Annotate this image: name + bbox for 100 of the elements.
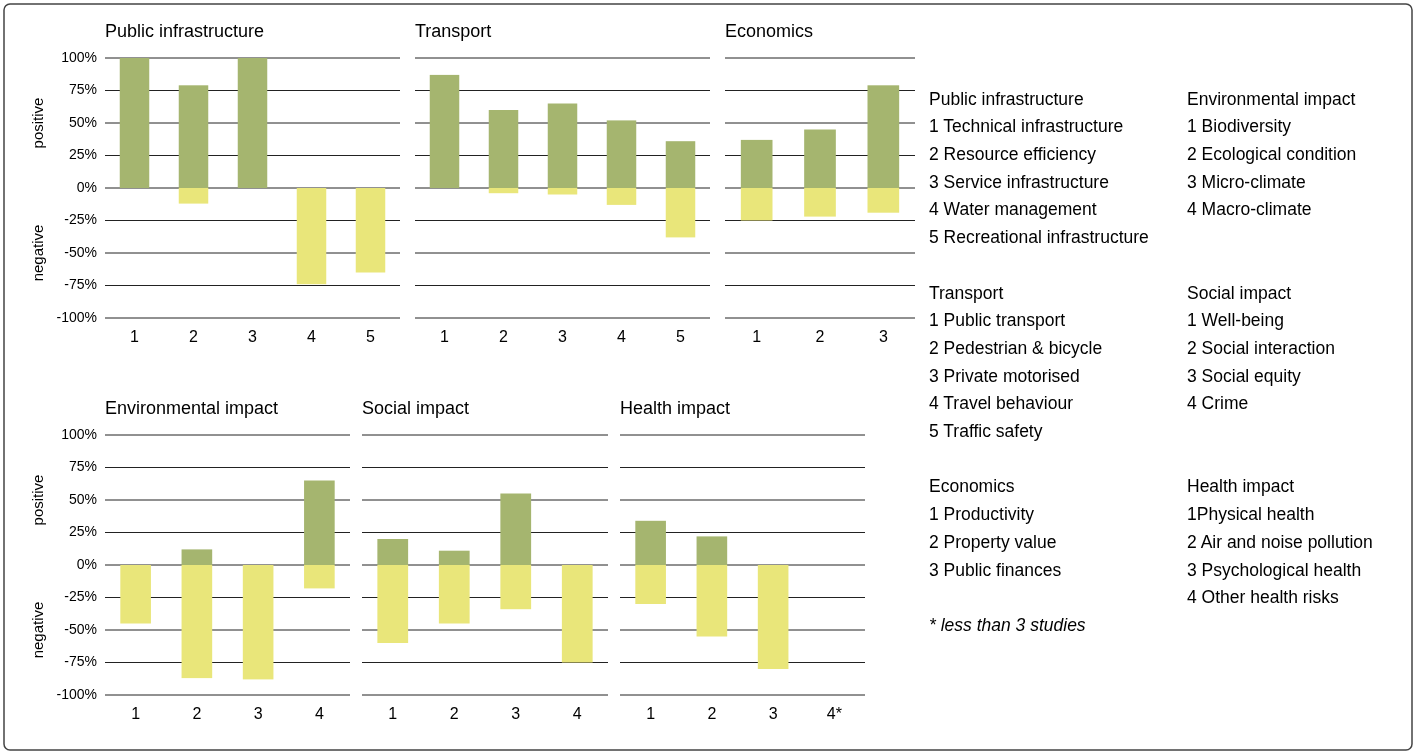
bar bbox=[237, 58, 268, 188]
x-tick-label: 4 bbox=[572, 705, 582, 722]
x-tick-label: 3 bbox=[511, 705, 521, 722]
x-tick-label: 1 bbox=[130, 328, 140, 345]
x-tick-label: 5 bbox=[366, 328, 376, 345]
bar bbox=[867, 188, 900, 213]
bar bbox=[500, 493, 532, 565]
y-tick-label: -75% bbox=[64, 276, 97, 293]
y-tick-label: 100% bbox=[61, 48, 97, 65]
text: 1 Public transport bbox=[929, 310, 1066, 331]
bar bbox=[665, 141, 696, 188]
bar bbox=[296, 188, 327, 285]
x-tick-label: 4 bbox=[307, 328, 317, 345]
y-tick-label: -75% bbox=[64, 653, 97, 670]
x-tick-label: 2 bbox=[707, 705, 717, 722]
y-tick-label: -100% bbox=[56, 685, 97, 702]
text: 2 Social interaction bbox=[1187, 337, 1335, 358]
bar bbox=[178, 188, 209, 204]
text: Health impact bbox=[1187, 476, 1295, 497]
bar bbox=[304, 565, 335, 589]
x-tick-label: 1 bbox=[440, 328, 450, 345]
bar bbox=[500, 565, 532, 610]
bar bbox=[804, 188, 836, 217]
bar bbox=[181, 565, 213, 679]
text: 1 Well-being bbox=[1187, 310, 1284, 331]
text: 1 Technical infrastructure bbox=[929, 116, 1124, 137]
text: negative bbox=[29, 224, 46, 282]
x-tick-label: 2 bbox=[815, 328, 825, 345]
x-tick-label: 2 bbox=[192, 705, 202, 722]
x-tick-label: 5 bbox=[676, 328, 686, 345]
chart-title: Health impact bbox=[620, 397, 731, 418]
text: 2 Pedestrian & bicycle bbox=[929, 337, 1103, 358]
text: 1 Biodiversity bbox=[1187, 116, 1292, 137]
bar bbox=[547, 188, 578, 195]
x-tick-label: 2 bbox=[499, 328, 509, 345]
bar bbox=[178, 85, 209, 188]
x-tick-label: 1 bbox=[752, 328, 762, 345]
y-tick-label: 25% bbox=[68, 146, 97, 163]
x-tick-label: 4* bbox=[826, 705, 842, 722]
bar bbox=[181, 549, 213, 565]
y-tick-label: -100% bbox=[56, 308, 97, 325]
chart-title: Transport bbox=[415, 20, 492, 41]
text: Environmental impact bbox=[1187, 88, 1356, 109]
bar bbox=[377, 539, 409, 565]
bar bbox=[488, 110, 519, 188]
text: 2 Resource efficiency bbox=[929, 144, 1097, 165]
bar bbox=[740, 139, 773, 188]
bar bbox=[740, 188, 773, 221]
y-tick-label: -25% bbox=[64, 211, 97, 228]
bar bbox=[438, 550, 470, 565]
chart-title: Economics bbox=[725, 20, 814, 41]
bar bbox=[488, 188, 519, 194]
text: positive bbox=[29, 97, 46, 149]
text: 4 Water management bbox=[929, 199, 1097, 220]
bar bbox=[242, 565, 274, 680]
bar bbox=[606, 188, 637, 205]
text: 2 Air and noise pollution bbox=[1187, 531, 1373, 552]
bar bbox=[119, 58, 150, 188]
bar bbox=[377, 565, 409, 643]
x-tick-label: 2 bbox=[449, 705, 459, 722]
text: Public infrastructure bbox=[929, 88, 1084, 109]
x-tick-label: 4 bbox=[617, 328, 627, 345]
text: positive bbox=[29, 474, 46, 526]
chart-title: Public infrastructure bbox=[105, 20, 265, 41]
bar bbox=[438, 565, 470, 624]
text: 3 Public finances bbox=[929, 559, 1062, 580]
text: 5 Traffic safety bbox=[929, 421, 1043, 442]
x-tick-label: 3 bbox=[248, 328, 258, 345]
text: Economics bbox=[929, 476, 1015, 497]
y-tick-label: 0% bbox=[76, 178, 97, 195]
text: 1Physical health bbox=[1187, 504, 1315, 525]
y-tick-label: 100% bbox=[61, 425, 97, 442]
y-tick-label: -50% bbox=[64, 243, 97, 260]
text: 4 Crime bbox=[1187, 393, 1249, 414]
bar bbox=[665, 188, 696, 238]
bar bbox=[804, 129, 836, 188]
x-tick-label: 1 bbox=[646, 705, 656, 722]
y-tick-label: -25% bbox=[64, 588, 97, 605]
text: * less than 3 studies bbox=[929, 614, 1086, 635]
text: 3 Private motorised bbox=[929, 365, 1080, 386]
x-tick-label: 2 bbox=[189, 328, 199, 345]
x-tick-label: 3 bbox=[878, 328, 888, 345]
x-tick-label: 4 bbox=[314, 705, 324, 722]
bar bbox=[867, 85, 900, 188]
bar bbox=[429, 74, 460, 188]
y-tick-label: -50% bbox=[64, 620, 97, 637]
x-tick-label: 3 bbox=[768, 705, 778, 722]
x-tick-label: 3 bbox=[558, 328, 568, 345]
text: 3 Social equity bbox=[1187, 365, 1302, 386]
y-tick-label: 50% bbox=[68, 490, 97, 507]
x-tick-label: 1 bbox=[388, 705, 398, 722]
text: Transport bbox=[929, 282, 1004, 303]
x-tick-label: 3 bbox=[253, 705, 263, 722]
text: 3 Psychological health bbox=[1187, 559, 1362, 580]
text: 3 Micro-climate bbox=[1187, 171, 1306, 192]
bar bbox=[547, 103, 578, 188]
chart-title: Environmental impact bbox=[105, 397, 279, 418]
text: 5 Recreational infrastructure bbox=[929, 227, 1149, 248]
text: 1 Productivity bbox=[929, 504, 1035, 525]
chart-title: Social impact bbox=[362, 397, 470, 418]
